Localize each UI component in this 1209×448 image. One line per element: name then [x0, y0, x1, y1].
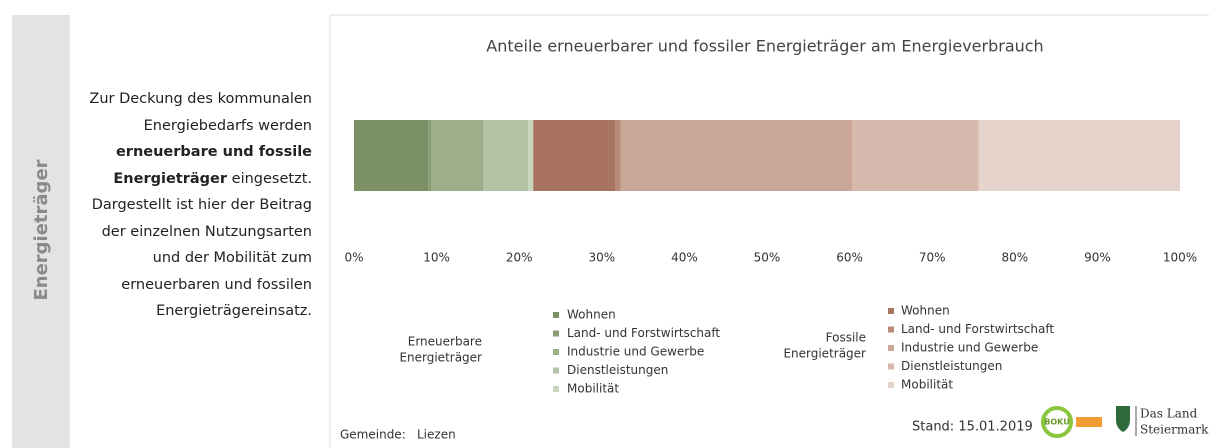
logo: [1116, 406, 1130, 432]
x-tick-label: 40%: [671, 251, 698, 265]
legend-marker: [888, 382, 894, 388]
bar-segment: [428, 120, 432, 191]
x-tick-label: 0%: [344, 251, 363, 265]
legend-label: Land- und Forstwirtschaft: [901, 322, 1054, 336]
legend-group-label: Energieträger: [399, 351, 482, 365]
logo-text: Steiermark: [1140, 423, 1209, 437]
sidebar-label: Energieträger: [31, 159, 52, 300]
legend-marker: [553, 349, 559, 355]
x-tick-label: 30%: [588, 251, 615, 265]
legend-marker: [888, 345, 894, 351]
legend-label: Dienstleistungen: [567, 363, 668, 377]
bar-segment: [528, 120, 534, 191]
legend-marker: [888, 363, 894, 370]
gemeinde-label: Gemeinde:: [340, 428, 406, 442]
logo-text: Das Land: [1140, 407, 1198, 421]
bar-segment: [615, 120, 621, 191]
x-tick-label: 10%: [423, 251, 450, 265]
x-tick-label: 80%: [1001, 251, 1028, 265]
legend-label: Industrie und Gewerbe: [901, 341, 1038, 355]
legend-group-label: Fossile: [826, 331, 866, 345]
gemeinde: Liezen: [417, 428, 456, 442]
description: Zur Deckung des kommunalen Energiebedarf…: [80, 86, 312, 325]
bar-segment: [483, 120, 529, 191]
bar-segment: [354, 120, 429, 191]
bar-segment: [620, 120, 853, 191]
legend-group-label: Energieträger: [783, 347, 866, 361]
sidebar: [12, 15, 70, 448]
bold-text: erneuerbare und fossile Energieträger: [113, 144, 312, 187]
legend-label: Mobilität: [567, 382, 619, 396]
x-tick-label: 90%: [1084, 251, 1111, 265]
legend-marker: [553, 330, 559, 337]
legend-marker: [888, 308, 894, 314]
legend-label: Industrie und Gewerbe: [567, 345, 704, 359]
x-tick-label: 20%: [506, 251, 533, 265]
logo: [1041, 406, 1073, 438]
legend-marker: [553, 386, 559, 392]
bar-segment: [852, 120, 979, 191]
logo: [1076, 417, 1102, 427]
legend-marker: [553, 312, 559, 318]
bar-segment: [533, 120, 616, 191]
x-tick-label: 100%: [1163, 251, 1197, 265]
text: eingesetzt. Dargestellt ist hier der Bei…: [91, 170, 312, 320]
chart-title: Anteile erneuerbarer und fossiler Energi…: [486, 37, 1043, 56]
text: Zur Deckung des kommunalen Energiebedarf…: [89, 91, 312, 134]
legend-label: Wohnen: [567, 308, 616, 322]
legend-label: Land- und Forstwirtschaft: [567, 326, 720, 340]
x-tick-label: 50%: [754, 251, 781, 265]
bar-segment: [978, 120, 1180, 191]
stand: Stand: 15.01.2019: [912, 420, 1033, 435]
legend-group-label: Erneuerbare: [408, 335, 482, 349]
legend-marker: [553, 367, 559, 374]
bar-segment: [431, 120, 484, 191]
x-tick-label: 60%: [836, 251, 863, 265]
x-tick-label: 70%: [919, 251, 946, 265]
legend-label: Wohnen: [901, 304, 950, 318]
legend-label: Mobilität: [901, 378, 953, 392]
legend-marker: [888, 326, 894, 333]
logo-text: BOKU: [1044, 418, 1069, 427]
legend-label: Dienstleistungen: [901, 359, 1002, 373]
